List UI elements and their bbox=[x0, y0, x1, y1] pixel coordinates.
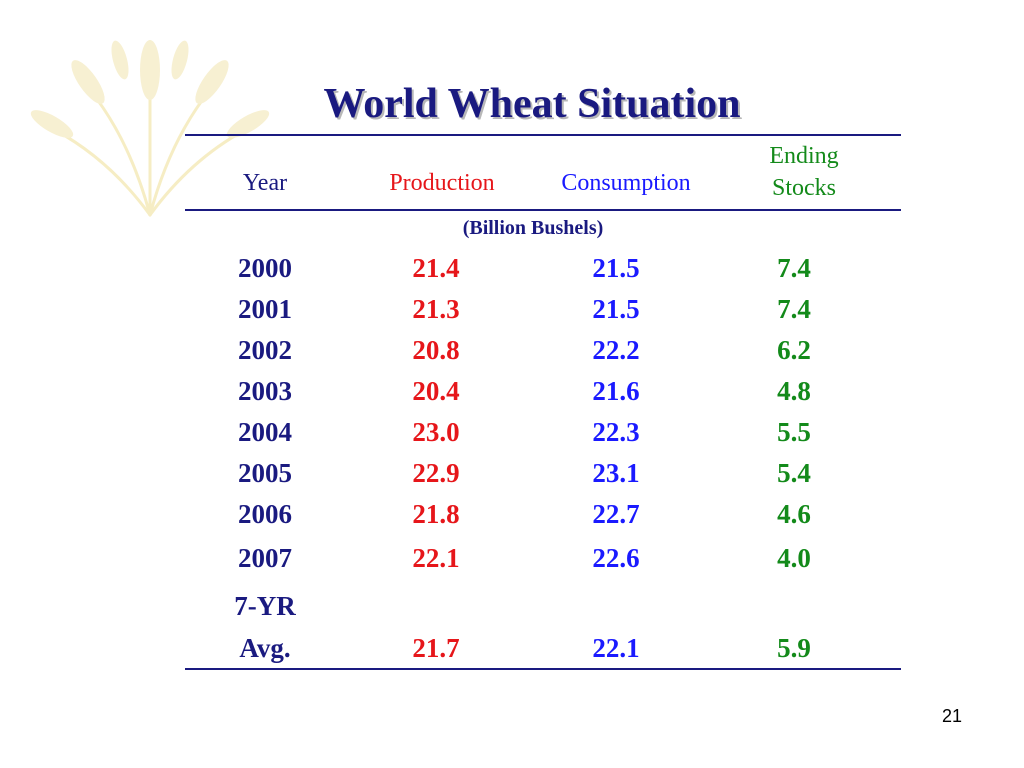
cell-consumption: 22.6 bbox=[592, 543, 640, 573]
cell-year: 2005 bbox=[238, 458, 292, 488]
cell-production: 20.4 bbox=[412, 376, 460, 406]
cell-production: 21.8 bbox=[412, 499, 460, 529]
table-bottom-rule bbox=[185, 668, 901, 670]
cell-year: 2000 bbox=[238, 253, 292, 283]
cell-ending-stocks: 4.6 bbox=[777, 499, 811, 529]
cell-year: 2006 bbox=[238, 499, 292, 529]
cell-production: 23.0 bbox=[412, 417, 460, 447]
cell-production: 22.1 bbox=[412, 543, 460, 573]
cell-ending-stocks: 7.4 bbox=[777, 253, 811, 283]
average-label-line2: Avg. bbox=[239, 633, 291, 663]
cell-year: 2001 bbox=[238, 294, 292, 324]
cell-year: 2002 bbox=[238, 335, 292, 365]
slide-title: World Wheat Situation bbox=[323, 81, 741, 127]
units-label: (Billion Bushels) bbox=[462, 217, 604, 239]
header-ending-stocks-line2: Stocks bbox=[771, 175, 836, 201]
cell-consumption: 21.5 bbox=[592, 294, 640, 324]
cell-consumption: 22.1 bbox=[592, 633, 640, 663]
cell-ending-stocks: 6.2 bbox=[777, 335, 811, 365]
cell-ending-stocks: 7.4 bbox=[777, 294, 811, 324]
cell-production: 22.9 bbox=[412, 458, 460, 488]
table-top-rule bbox=[185, 134, 901, 136]
cell-year: 2003 bbox=[238, 376, 292, 406]
cell-consumption: 22.7 bbox=[592, 499, 640, 529]
cell-production: 21.4 bbox=[412, 253, 460, 283]
header-ending-stocks-line1: Ending bbox=[769, 143, 839, 169]
cell-production: 21.3 bbox=[412, 294, 460, 324]
cell-ending-stocks: 4.8 bbox=[777, 376, 811, 406]
cell-ending-stocks: 4.0 bbox=[777, 543, 811, 573]
average-label-line1: 7-YR bbox=[234, 591, 296, 621]
cell-production: 21.7 bbox=[412, 633, 460, 663]
header-ending-stocks: Ending Stocks bbox=[724, 140, 884, 204]
header-consumption: Consumption bbox=[561, 170, 691, 196]
cell-consumption: 21.6 bbox=[592, 376, 640, 406]
wheat-logo-icon bbox=[30, 40, 270, 217]
cell-ending-stocks: 5.9 bbox=[777, 633, 811, 663]
page-number: 21 bbox=[941, 706, 962, 726]
cell-year: 2004 bbox=[238, 417, 292, 447]
cell-consumption: 22.2 bbox=[592, 335, 640, 365]
table-header-rule bbox=[185, 209, 901, 211]
cell-consumption: 21.5 bbox=[592, 253, 640, 283]
cell-consumption: 22.3 bbox=[592, 417, 640, 447]
cell-ending-stocks: 5.4 bbox=[777, 458, 811, 488]
header-production: Production bbox=[389, 170, 495, 196]
cell-year: 2007 bbox=[238, 543, 292, 573]
cell-production: 20.8 bbox=[412, 335, 460, 365]
header-year: Year bbox=[242, 170, 288, 196]
cell-ending-stocks: 5.5 bbox=[777, 417, 811, 447]
cell-consumption: 23.1 bbox=[592, 458, 640, 488]
